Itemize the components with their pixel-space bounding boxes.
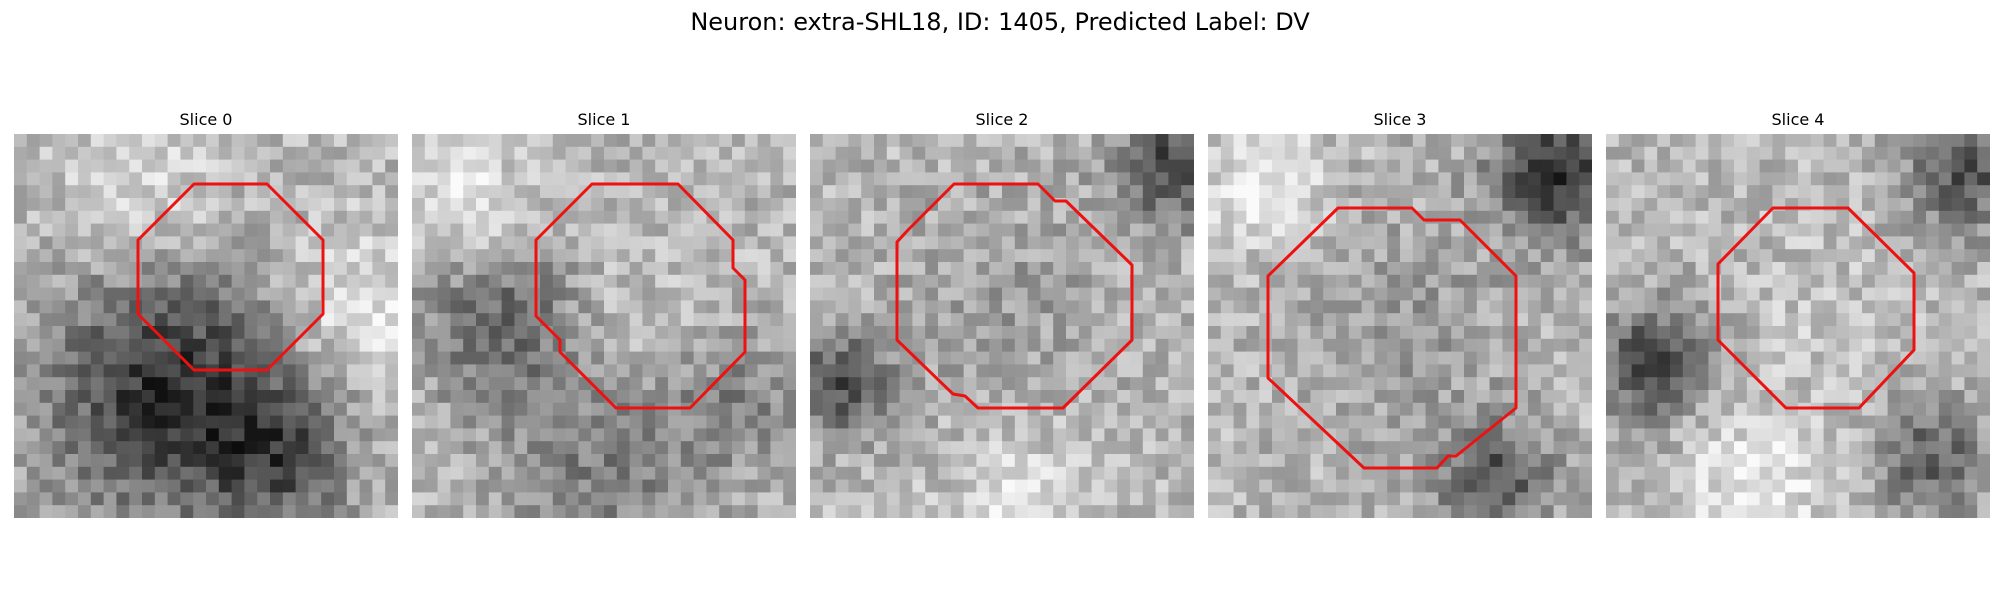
slice-image-4	[1606, 134, 1990, 518]
slice-image-1	[412, 134, 796, 518]
cell-outline	[895, 182, 1134, 410]
slice-pixels	[810, 134, 1194, 518]
cell-outline	[1266, 206, 1518, 470]
slice-pixels	[412, 134, 796, 518]
cell-outline	[136, 182, 325, 372]
slice-pixels	[1208, 134, 1592, 518]
cell-outline	[1716, 206, 1916, 410]
slice-image-3	[1208, 134, 1592, 518]
slice-title-0: Slice 0	[179, 110, 233, 129]
slice-pixels	[14, 134, 398, 518]
cell-outline	[534, 182, 747, 410]
slice-title-4: Slice 4	[1771, 110, 1825, 129]
slice-title-1: Slice 1	[577, 110, 631, 129]
figure-title: Neuron: extra-SHL18, ID: 1405, Predicted…	[690, 8, 1310, 36]
slice-image-0	[14, 134, 398, 518]
slice-pixels	[1606, 134, 1990, 518]
slice-image-2	[810, 134, 1194, 518]
slice-title-2: Slice 2	[975, 110, 1029, 129]
slice-title-3: Slice 3	[1373, 110, 1427, 129]
